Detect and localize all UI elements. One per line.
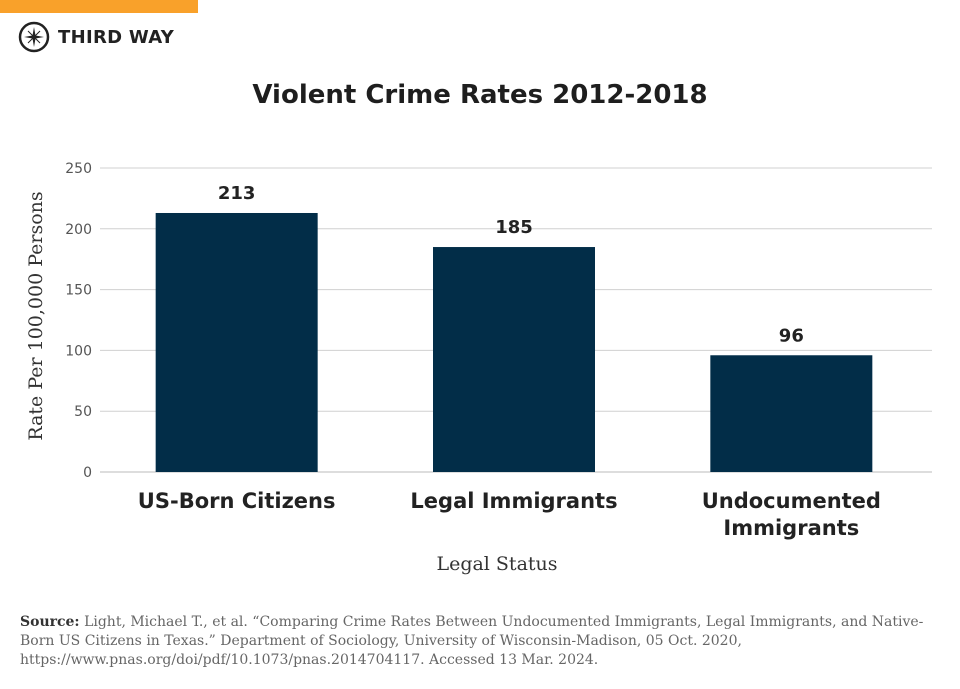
data-label: 185 <box>495 217 533 238</box>
x-tick-label: Legal Immigrants <box>410 489 617 513</box>
bar <box>155 212 318 472</box>
data-label: 213 <box>218 183 256 204</box>
y-tick-label: 0 <box>83 465 92 481</box>
bar-chart: 0 50 100 150 200 250 213 US-Born Citizens 185 Le… <box>25 161 932 575</box>
compass-icon <box>18 21 50 53</box>
y-tick-label: 250 <box>65 161 92 177</box>
x-axis-label: Legal Status <box>436 553 557 575</box>
bar <box>710 355 873 472</box>
brand-name: THIRD WAY <box>58 26 175 48</box>
brand-accent-bar <box>0 0 198 13</box>
source-citation: Source: Light, Michael T., et al. “Compa… <box>20 613 950 670</box>
data-label: 96 <box>779 325 804 346</box>
source-text: Light, Michael T., et al. “Comparing Cri… <box>20 614 924 668</box>
x-tick-label: US-Born Citizens <box>138 489 336 513</box>
y-tick-label: 50 <box>74 404 92 420</box>
y-tick-label: 150 <box>65 283 92 299</box>
y-axis-label: Rate Per 100,000 Persons <box>25 191 47 440</box>
third-way-logo: THIRD WAY <box>18 21 174 53</box>
chart-title: Violent Crime Rates 2012-2018 <box>252 80 708 110</box>
x-tick-label: Undocumented Immigrants <box>702 489 881 540</box>
source-label: Source: <box>20 614 80 630</box>
y-tick-label: 200 <box>65 222 92 238</box>
bar <box>433 247 595 472</box>
y-tick-label: 100 <box>65 343 92 359</box>
